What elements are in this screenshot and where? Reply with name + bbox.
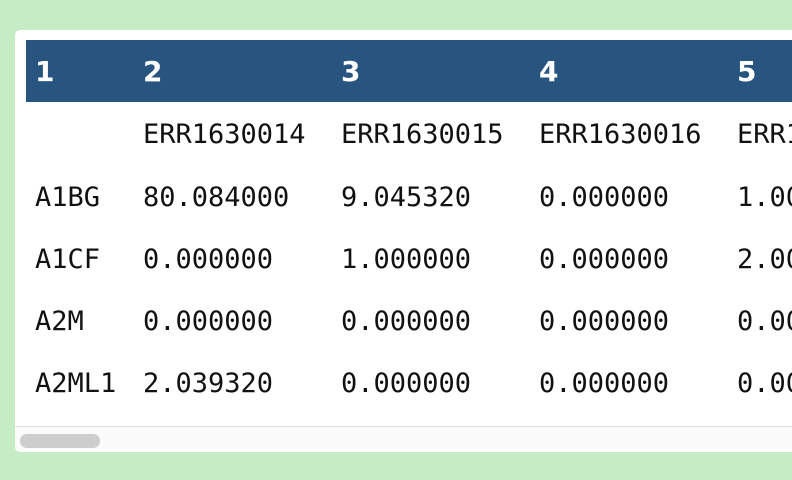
table-viewport: 1 2 3 4 5 ERR1630014 ERR1630015 ERR16300… <box>26 40 792 420</box>
table-cell: A1CF <box>35 243 101 275</box>
table-row: A1BG 80.084000 9.045320 0.000000 1.00000… <box>26 166 792 228</box>
column-header-5[interactable]: 5 <box>728 40 792 102</box>
table-cell: 1.000000 <box>341 243 472 275</box>
table-cell: A1BG <box>35 181 101 213</box>
table-cell: ERR1630015 <box>341 118 504 150</box>
column-header-3[interactable]: 3 <box>332 40 530 102</box>
table-cell: ERR1630014 <box>143 118 306 150</box>
table-cell: A2ML1 <box>35 367 117 399</box>
table-row: A2M 0.000000 0.000000 0.000000 0.000000 <box>26 290 792 352</box>
table-cell: 2.000000 <box>737 243 792 275</box>
column-header-1[interactable]: 1 <box>26 40 134 102</box>
table-cell: 1.000000 <box>737 181 792 213</box>
table-cell: ERR1630017 <box>737 118 792 150</box>
column-header-2[interactable]: 2 <box>134 40 332 102</box>
table-cell: 0.000000 <box>143 243 274 275</box>
table-cell: 0.000000 <box>539 181 670 213</box>
table-cell: 0.000000 <box>737 305 792 337</box>
table-cell: 0.000000 <box>539 243 670 275</box>
table-cell <box>26 102 134 166</box>
table-cell: 0.000000 <box>341 367 472 399</box>
table-cell: ERR1630016 <box>539 118 702 150</box>
table-row: ERR1630014 ERR1630015 ERR1630016 ERR1630… <box>26 102 792 166</box>
data-table: 1 2 3 4 5 ERR1630014 ERR1630015 ERR16300… <box>26 40 792 414</box>
data-table-panel: 1 2 3 4 5 ERR1630014 ERR1630015 ERR16300… <box>15 30 792 452</box>
table-cell: 2.039320 <box>143 367 274 399</box>
table-row: A1CF 0.000000 1.000000 0.000000 2.000000 <box>26 228 792 290</box>
header-row: 1 2 3 4 5 <box>26 40 792 102</box>
scrollbar-thumb[interactable] <box>20 434 100 448</box>
table-cell: 0.000000 <box>539 367 670 399</box>
table-cell: 0.000000 <box>539 305 670 337</box>
table-cell: 9.045320 <box>341 181 472 213</box>
table-cell: 0.000000 <box>341 305 472 337</box>
horizontal-scrollbar[interactable] <box>15 426 792 449</box>
table-cell: 80.084000 <box>143 181 290 213</box>
column-header-4[interactable]: 4 <box>530 40 728 102</box>
table-cell: 0.000000 <box>737 367 792 399</box>
table-row: A2ML1 2.039320 0.000000 0.000000 0.00000… <box>26 352 792 414</box>
table-cell: 0.000000 <box>143 305 274 337</box>
table-cell: A2M <box>35 305 84 337</box>
